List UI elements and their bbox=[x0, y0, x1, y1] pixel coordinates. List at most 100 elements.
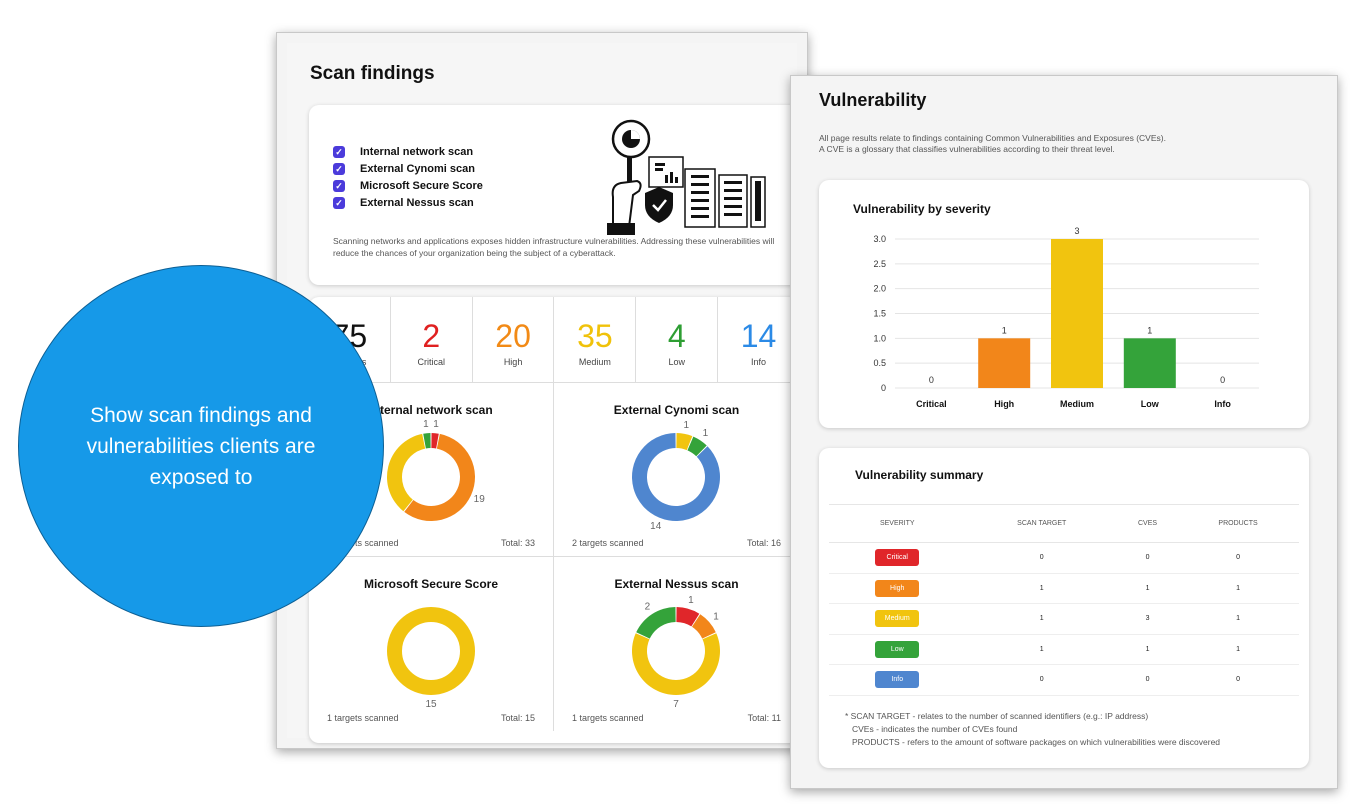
scan-source-label: External Nessus scan bbox=[360, 196, 474, 209]
vulnerability-summary-table: SEVERITY SCAN TARGET CVES PRODUCTS Criti… bbox=[829, 504, 1299, 696]
stat-label: Low bbox=[668, 357, 685, 367]
intro-line: A CVE is a glossary that classifies vuln… bbox=[819, 144, 1115, 154]
column-header-cves[interactable]: CVES bbox=[1117, 504, 1178, 543]
stat-label: High bbox=[503, 357, 523, 367]
donut-data-label: 19 bbox=[474, 494, 486, 505]
bar-low[interactable] bbox=[1123, 338, 1176, 388]
stat-high[interactable]: 20 High bbox=[473, 297, 555, 382]
donut-segment-medium[interactable] bbox=[387, 433, 426, 512]
donut-panel-external-nessus[interactable]: External Nessus scan 1 1 7 2 1 targets scan… bbox=[554, 557, 799, 731]
table-header-row: SEVERITY SCAN TARGET CVES PRODUCTS bbox=[829, 504, 1299, 543]
stat-label: Critical bbox=[417, 357, 445, 367]
footnote: * SCAN TARGET - relates to the number of… bbox=[845, 711, 1149, 721]
table-row[interactable]: Low 1 1 1 bbox=[829, 634, 1299, 665]
scan-source-item[interactable]: ✓ Microsoft Secure Score bbox=[333, 177, 483, 194]
products-cell: 1 bbox=[1177, 603, 1299, 635]
checkbox-checked-icon[interactable]: ✓ bbox=[333, 196, 345, 209]
donut-total: Total: 16 bbox=[746, 538, 781, 548]
products-cell: 1 bbox=[1177, 573, 1299, 604]
callout-bubble: Show scan findings and vulnerabilities c… bbox=[18, 265, 384, 627]
donut-title: External Nessus scan bbox=[614, 577, 739, 591]
severity-bar-chart[interactable]: 0 0.5 1.0 1.5 2.0 2.5 3.0 0 Critical 1 High 3 Medium… bbox=[819, 180, 1309, 428]
stat-low[interactable]: 4 Low bbox=[636, 297, 719, 382]
products-cell: 0 bbox=[1177, 664, 1299, 696]
table-footnotes: * SCAN TARGET - relates to the number of… bbox=[845, 710, 1220, 749]
column-header-severity[interactable]: SEVERITY bbox=[829, 504, 966, 543]
donut-segment-low[interactable] bbox=[423, 433, 431, 449]
targets-scanned: 1 targets scanned bbox=[572, 713, 644, 723]
donut-segment-low[interactable] bbox=[636, 607, 676, 639]
donut-data-label: 2 bbox=[645, 601, 651, 612]
stat-label: Medium bbox=[578, 357, 611, 367]
checkbox-checked-icon[interactable]: ✓ bbox=[333, 179, 345, 192]
stat-medium[interactable]: 35 Medium bbox=[554, 297, 637, 382]
scan-source-item[interactable]: ✓ External Nessus scan bbox=[333, 194, 483, 211]
donut-segment-medium[interactable] bbox=[676, 433, 693, 451]
bar-data-label: 3 bbox=[1074, 226, 1079, 236]
stat-label: Info bbox=[751, 357, 767, 367]
donut-chart[interactable]: 1 19 1 bbox=[381, 419, 485, 539]
scan-target-cell: 1 bbox=[965, 573, 1118, 604]
severity-badge-info: Info bbox=[875, 671, 920, 689]
bar-medium[interactable] bbox=[1051, 239, 1103, 388]
donut-segment-medium[interactable] bbox=[387, 607, 475, 695]
y-tick-label: 3.0 bbox=[873, 234, 886, 244]
products-cell: 1 bbox=[1177, 634, 1299, 665]
donut-panel-internal-network[interactable]: Internal network scan 1 19 1 2 targets sca… bbox=[309, 383, 554, 557]
severity-cell: Info bbox=[829, 664, 966, 696]
cves-cell: 0 bbox=[1117, 542, 1178, 574]
targets-scanned: 1 targets scanned bbox=[327, 713, 399, 723]
cves-cell: 3 bbox=[1117, 603, 1178, 635]
footnote: CVEs - indicates the number of CVEs foun… bbox=[852, 724, 1018, 734]
donut-segment-critical[interactable] bbox=[676, 607, 700, 627]
donut-segment-critical[interactable] bbox=[431, 433, 439, 449]
vulnerability-intro: All page results relate to findings cont… bbox=[819, 133, 1239, 155]
vulnerability-page: Vulnerability All page results relate to… bbox=[790, 75, 1338, 789]
stat-info[interactable]: 14 Info bbox=[718, 297, 799, 382]
donut-title: Microsoft Secure Score bbox=[363, 577, 499, 591]
y-tick-label: 0.5 bbox=[873, 358, 886, 368]
stat-critical[interactable]: 2 Critical bbox=[391, 297, 473, 382]
donut-segment-medium[interactable] bbox=[632, 633, 720, 695]
targets-scanned: 2 targets scanned bbox=[327, 538, 399, 548]
table-row[interactable]: Medium 1 3 1 bbox=[829, 603, 1299, 635]
scan-sources-card: ✓ Internal network scan ✓ External Cynomi … bbox=[309, 105, 799, 285]
table-row[interactable]: High 1 1 1 bbox=[829, 573, 1299, 604]
donut-segment-low[interactable] bbox=[687, 436, 707, 457]
donut-segment-high[interactable] bbox=[691, 614, 716, 639]
vulnerability-summary-card: Vulnerability summary SEVERITY SCAN TARG… bbox=[819, 448, 1309, 768]
y-tick-label: 2.0 bbox=[873, 284, 886, 294]
stat-value: 20 bbox=[495, 318, 531, 354]
scan-source-item[interactable]: ✓ Internal network scan bbox=[333, 143, 483, 160]
donut-segment-info[interactable] bbox=[632, 433, 720, 521]
checkbox-checked-icon[interactable]: ✓ bbox=[333, 162, 345, 175]
donut-chart[interactable]: 15 bbox=[381, 593, 481, 713]
donut-data-label: 1 bbox=[684, 420, 690, 431]
table-row[interactable]: Critical 0 0 0 bbox=[829, 542, 1299, 574]
scan-sources-list: ✓ Internal network scan ✓ External Cynomi … bbox=[333, 143, 483, 211]
scan-source-label: External Cynomi scan bbox=[360, 162, 475, 175]
donut-title: Internal network scan bbox=[369, 403, 493, 417]
stat-value: 2 bbox=[422, 318, 441, 354]
y-tick-label: 0 bbox=[881, 383, 886, 393]
bar-high[interactable] bbox=[978, 338, 1031, 388]
donut-panel-external-cynomi[interactable]: External Cynomi scan 1 1 14 2 targets scan… bbox=[554, 383, 799, 557]
severity-cell: High bbox=[829, 573, 966, 604]
donut-segment-high[interactable] bbox=[404, 433, 475, 521]
table-row[interactable]: Info 0 0 0 bbox=[829, 664, 1299, 696]
column-header-products[interactable]: PRODUCTS bbox=[1177, 504, 1299, 543]
donut-panel-microsoft-secure-score[interactable]: Microsoft Secure Score 15 1 targets scan… bbox=[309, 557, 554, 731]
severity-badge-low: Low bbox=[875, 640, 920, 658]
scan-source-item[interactable]: ✓ External Cynomi scan bbox=[333, 160, 483, 177]
donut-data-label: 1 bbox=[433, 419, 439, 430]
severity-cell: Medium bbox=[829, 603, 966, 635]
donut-chart[interactable]: 1 1 14 bbox=[626, 419, 726, 539]
severity-badge-medium: Medium bbox=[875, 610, 920, 628]
x-tick-label: Low bbox=[1141, 399, 1160, 409]
checkbox-checked-icon[interactable]: ✓ bbox=[333, 145, 345, 158]
callout-text: Show scan findings and vulnerabilities c… bbox=[86, 403, 316, 489]
donut-data-label: 1 bbox=[688, 595, 694, 606]
column-header-scan-target[interactable]: SCAN TARGET bbox=[965, 504, 1118, 543]
donut-chart[interactable]: 1 1 7 2 bbox=[626, 593, 726, 713]
